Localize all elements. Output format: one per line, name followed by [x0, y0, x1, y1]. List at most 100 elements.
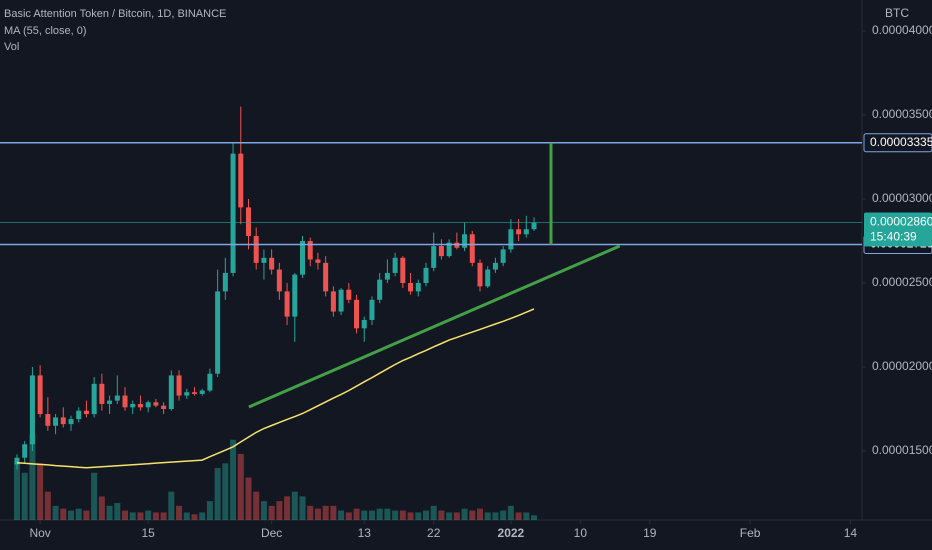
volume-bar: [399, 510, 406, 520]
volume-bar: [314, 508, 321, 520]
candle-body: [477, 262, 483, 287]
candle-body: [107, 400, 113, 404]
plot-area: [0, 106, 862, 520]
volume-bar: [176, 505, 183, 520]
candle-body: [369, 299, 375, 320]
candle-body: [161, 405, 167, 410]
volume-bar: [284, 496, 291, 520]
candle-body: [191, 392, 197, 394]
volume-bar: [469, 510, 476, 520]
volume-bar: [152, 512, 159, 520]
volume-bar: [322, 505, 329, 520]
volume-bar: [106, 505, 113, 520]
volume-bar: [21, 472, 28, 520]
chart-title: Basic Attention Token / Bitcoin, 1D, BIN…: [4, 8, 226, 20]
candle-body: [485, 269, 491, 287]
volume-bar: [199, 512, 206, 520]
candle-body: [76, 410, 82, 420]
candle-body: [300, 240, 306, 275]
x-tick-label: 10: [574, 526, 588, 540]
volume-bar: [67, 510, 74, 520]
candle-body: [68, 419, 74, 425]
volume-bar: [515, 512, 522, 520]
candle-body: [330, 291, 336, 312]
volume-bar: [430, 505, 437, 520]
volume-bar: [129, 512, 136, 520]
volume-bar: [353, 508, 360, 520]
candle-body: [377, 279, 383, 300]
volume-bar: [160, 512, 167, 520]
volume-bar: [253, 491, 260, 520]
candle-body: [392, 257, 398, 273]
candle-body: [269, 257, 275, 270]
volume-bar: [345, 512, 352, 520]
volume-bar: [29, 435, 36, 520]
y-tick-label: 0.00002500: [872, 275, 932, 289]
candle-body: [431, 246, 437, 268]
y-tick-label: 0.00002000: [872, 359, 932, 373]
candle-body: [53, 417, 59, 426]
candle-body: [184, 392, 190, 396]
volume-bar: [392, 510, 399, 520]
volume-label: Vol: [4, 41, 19, 53]
candle-body: [222, 272, 228, 292]
volume-bar: [446, 512, 453, 520]
volume-bar: [60, 508, 67, 520]
volume-bar: [276, 501, 283, 520]
candle-body: [446, 242, 452, 257]
volume-bar: [492, 512, 499, 520]
volume-bar: [230, 439, 237, 520]
candle-body: [199, 390, 205, 394]
volume-bar: [484, 512, 491, 520]
volume-bar: [98, 496, 105, 520]
candle-body: [29, 375, 35, 445]
volume-bar: [145, 510, 152, 520]
volume-bar: [52, 505, 59, 520]
candle-body: [307, 240, 313, 260]
volume-bar: [37, 463, 44, 520]
level-label-box: [863, 133, 932, 153]
candle-body: [384, 272, 390, 280]
candle-body: [215, 291, 221, 374]
candle-body: [122, 395, 128, 408]
volume-bar: [361, 510, 368, 520]
volume-bar: [291, 491, 298, 520]
indicator-label: MA (55, close, 0): [4, 25, 87, 37]
candle-body: [230, 153, 236, 273]
volume-bar: [75, 508, 82, 520]
candle-body: [245, 207, 251, 236]
candle-body: [408, 282, 414, 292]
candle-body: [130, 403, 136, 408]
candle-body: [492, 262, 498, 270]
candle-body: [276, 269, 282, 292]
volume-bar: [307, 505, 314, 520]
candle-body: [400, 257, 406, 283]
candle-body: [284, 291, 290, 317]
volume-bar: [523, 512, 530, 520]
y-tick-label: 0.00001500: [872, 443, 932, 457]
candle-body: [438, 246, 444, 257]
volume-bar: [245, 477, 252, 520]
candle-body: [462, 234, 468, 248]
candle-body: [292, 274, 298, 317]
candle-body: [238, 153, 244, 208]
x-tick-label: 19: [643, 526, 657, 540]
volume-bar: [214, 468, 221, 520]
volume-bar: [206, 501, 213, 520]
volume-bar: [453, 512, 460, 520]
candle-body: [500, 249, 506, 263]
trend-line: [248, 244, 621, 409]
countdown-label: 15:40:39: [870, 230, 917, 244]
volume-bar: [338, 510, 345, 520]
volume-bar: [91, 472, 98, 520]
candle-body: [153, 402, 159, 406]
candle-body: [423, 267, 429, 283]
volume-bar: [299, 496, 306, 520]
x-tick-label: Nov: [29, 526, 50, 540]
candle-body: [415, 282, 421, 292]
volume-bar: [122, 510, 129, 520]
candle-body: [354, 299, 360, 329]
x-tick-label: 15: [141, 526, 155, 540]
volume-bar: [376, 508, 383, 520]
x-tick-label: 2022: [498, 526, 525, 540]
